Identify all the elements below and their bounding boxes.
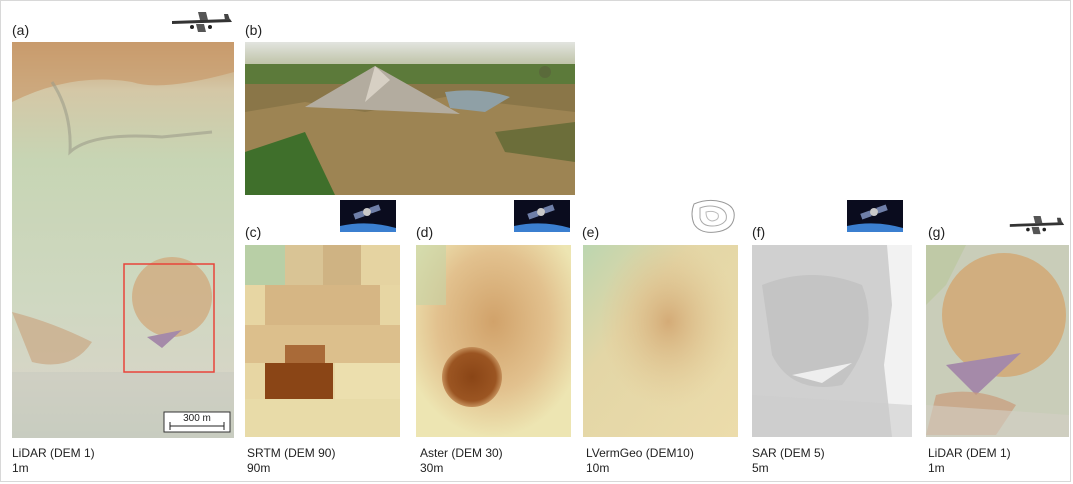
panel-c-caption: SRTM (DEM 90) 90m — [247, 446, 335, 476]
panel-a-caption-source: LiDAR (DEM 1) — [12, 446, 95, 460]
airplane-icon — [1009, 215, 1065, 235]
survey-map-icon — [691, 199, 735, 233]
panel-b-aerial-photo — [245, 42, 575, 195]
panel-f-caption: SAR (DEM 5) 5m — [752, 446, 825, 476]
panel-d-aster-dem — [416, 245, 571, 437]
panel-f-label: (f) — [752, 224, 766, 240]
panel-a-label: (a) — [12, 22, 30, 38]
panel-g-caption-resolution: 1m — [928, 461, 945, 475]
panel-e-lvermgeo-dem — [583, 245, 738, 437]
panel-c-caption-resolution: 90m — [247, 461, 271, 475]
satellite-icon — [847, 200, 903, 232]
panel-d-caption-source: Aster (DEM 30) — [420, 446, 503, 460]
panel-f-caption-source: SAR (DEM 5) — [752, 446, 825, 460]
panel-c-srtm-dem — [245, 245, 400, 437]
panel-d-caption: Aster (DEM 30) 30m — [420, 446, 503, 476]
panel-e-label: (e) — [582, 224, 600, 240]
panel-a-caption: LiDAR (DEM 1) 1m — [12, 446, 95, 476]
satellite-icon — [340, 200, 396, 232]
panel-g-caption-source: LiDAR (DEM 1) — [928, 446, 1011, 460]
panel-d-caption-resolution: 30m — [420, 461, 444, 475]
panel-e-caption-source: LVermGeo (DEM10) — [586, 446, 694, 460]
satellite-icon — [514, 200, 570, 232]
panel-f-caption-resolution: 5m — [752, 461, 769, 475]
panel-d-label: (d) — [416, 224, 434, 240]
panel-g-caption: LiDAR (DEM 1) 1m — [928, 446, 1011, 476]
panel-a-lidar-map: 300 m — [12, 42, 234, 438]
scale-bar-label: 300 m — [183, 413, 211, 424]
panel-a-caption-resolution: 1m — [12, 461, 29, 475]
airplane-icon — [172, 12, 232, 32]
panel-b-label: (b) — [245, 22, 263, 38]
panel-c-label: (c) — [245, 224, 262, 240]
panel-g-label: (g) — [928, 224, 946, 240]
panel-g-lidar-detail — [926, 245, 1069, 437]
panel-e-caption-resolution: 10m — [586, 461, 610, 475]
panel-e-caption: LVermGeo (DEM10) 10m — [586, 446, 694, 476]
panel-c-caption-source: SRTM (DEM 90) — [247, 446, 336, 460]
panel-f-sar-dem — [752, 245, 912, 437]
